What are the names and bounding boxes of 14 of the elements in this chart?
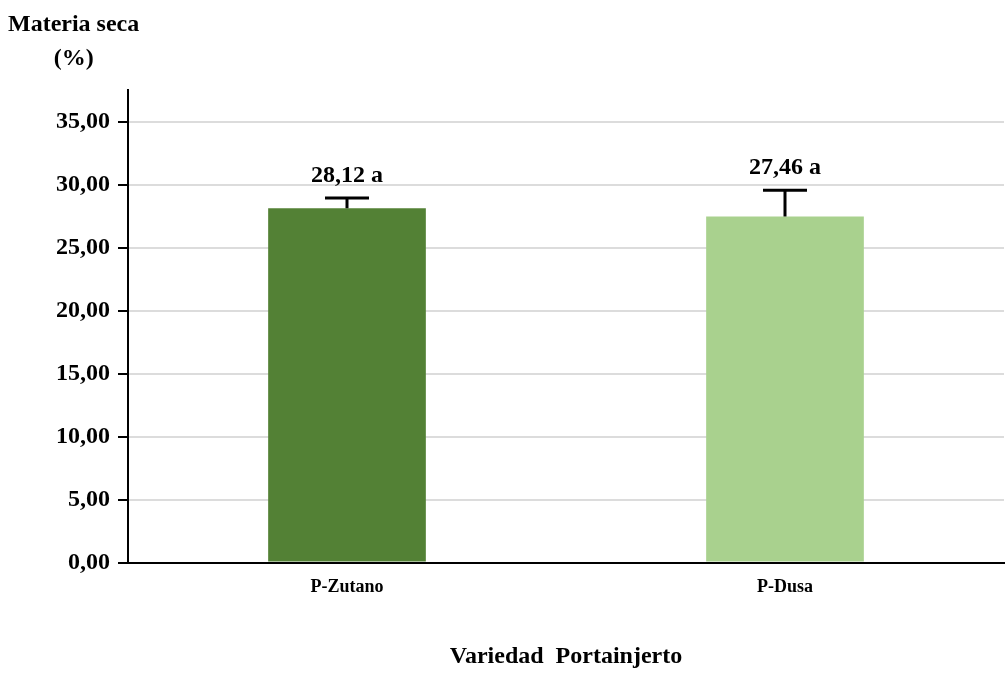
y-tick-label: 10,00 xyxy=(56,421,110,448)
data-label: 28,12 a xyxy=(311,161,383,188)
y-tick-label: 30,00 xyxy=(56,169,110,196)
y-tick-label: 15,00 xyxy=(56,358,110,385)
x-tick-label: P-Dusa xyxy=(756,576,814,597)
y-tick-label: 0,00 xyxy=(68,547,110,574)
data-label: 27,46 a xyxy=(749,153,821,180)
y-tick-label: 5,00 xyxy=(68,484,110,511)
y-tick-label: 20,00 xyxy=(56,295,110,322)
x-axis-title: Variedad Portainjerto xyxy=(449,641,683,668)
y-tick-label: 35,00 xyxy=(56,106,110,133)
y-axis-title: Materia seca (%) xyxy=(8,9,140,72)
x-tick-label: P-Zutano xyxy=(310,576,384,597)
y-tick-label: 25,00 xyxy=(56,232,110,259)
